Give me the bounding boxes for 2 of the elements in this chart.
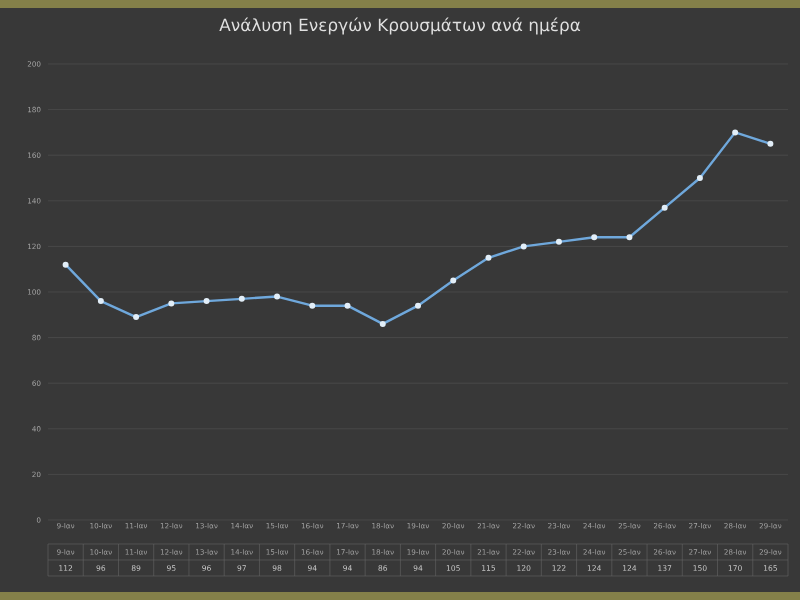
line-series [62, 129, 774, 327]
chart-title: Ανάλυση Ενεργών Κρουσμάτων ανά ημέρα [219, 17, 581, 35]
